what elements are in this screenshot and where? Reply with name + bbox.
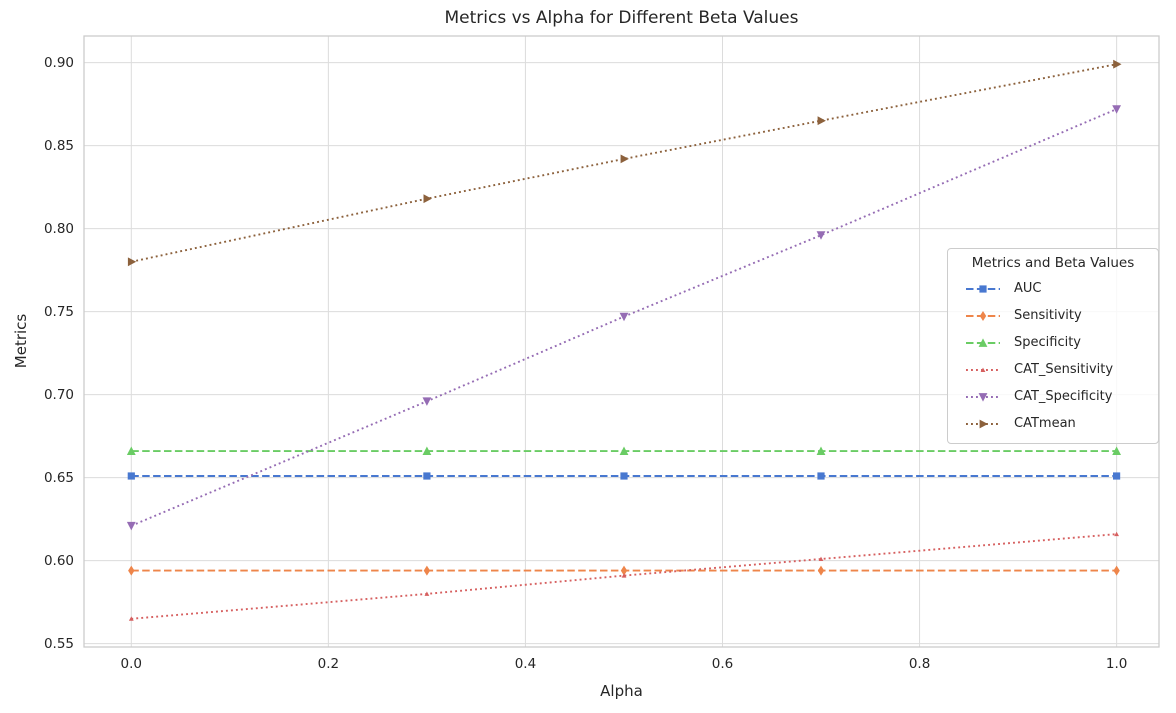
- legend-item-Specificity: Specificity: [948, 329, 1158, 356]
- marker-CATmean: [423, 194, 432, 204]
- plot-border: [83, 35, 1160, 648]
- marker-CAT_Specificity: [1112, 105, 1121, 114]
- y-tick-label: 0.55: [44, 636, 74, 652]
- legend-label: Specificity: [1014, 335, 1081, 350]
- legend-label: AUC: [1014, 281, 1042, 296]
- legend-sample-triangle-up-small-icon: [966, 367, 1000, 372]
- legend-title: Metrics and Beta Values: [971, 255, 1135, 271]
- legend: Metrics and Beta Values AUC Sensitivity Sp…: [947, 248, 1159, 444]
- legend-marker: [979, 419, 988, 428]
- legend-label: CAT_Sensitivity: [1014, 362, 1114, 377]
- marker-Sensitivity: [128, 565, 135, 576]
- marker-CAT_Specificity: [816, 231, 826, 240]
- legend-sample-diamond-icon: [966, 310, 1000, 321]
- legend-marker: [978, 337, 988, 347]
- marker-CATmean: [817, 116, 826, 126]
- legend-marker: [980, 367, 986, 372]
- x-tick-label: 0.4: [515, 656, 536, 672]
- y-tick-label: 0.70: [44, 387, 74, 403]
- marker-Specificity: [619, 446, 629, 455]
- marker-Specificity: [816, 446, 826, 455]
- marker-CAT_Sensitivity: [128, 616, 134, 621]
- marker-CAT_Specificity: [619, 312, 629, 322]
- legend-label: CATmean: [1014, 416, 1076, 431]
- legend-sample-triangle-down-icon: [966, 392, 1000, 402]
- marker-AUC: [127, 472, 135, 480]
- legend-sample-triangle-up-icon: [966, 337, 1000, 347]
- x-tick-label: 0.0: [121, 656, 142, 672]
- marker-Specificity: [126, 446, 136, 455]
- marker-Specificity: [422, 446, 432, 455]
- legend-marker: [978, 392, 988, 402]
- marker-CAT_Specificity: [126, 521, 136, 531]
- marker-AUC: [817, 472, 825, 480]
- y-axis-label: Metrics: [12, 313, 30, 369]
- marker-CATmean: [620, 154, 629, 164]
- legend-sample-square-icon: [966, 284, 1000, 293]
- marker-AUC: [620, 472, 628, 480]
- x-tick-label: 1.0: [1106, 656, 1127, 672]
- marker-CAT_Sensitivity: [1114, 531, 1119, 537]
- chart-title: Metrics vs Alpha for Different Beta Valu…: [444, 8, 799, 28]
- marker-AUC: [423, 472, 431, 480]
- legend-marker: [979, 284, 987, 293]
- series-line-CATmean: [131, 63, 1117, 263]
- legend-marker: [979, 310, 987, 321]
- y-tick-label: 0.85: [44, 138, 74, 154]
- marker-AUC: [1113, 472, 1121, 480]
- y-tick-label: 0.60: [44, 553, 74, 569]
- marker-Specificity: [1112, 446, 1121, 455]
- marker-CAT_Sensitivity: [424, 591, 430, 596]
- legend-label: Sensitivity: [1014, 308, 1082, 323]
- series-line-CAT_Sensitivity: [131, 533, 1117, 620]
- x-tick-label: 0.6: [712, 656, 733, 672]
- marker-Sensitivity: [423, 565, 431, 576]
- legend-sample-triangle-right-icon: [966, 419, 1000, 428]
- legend-item-CAT_Specificity: CAT_Specificity: [948, 383, 1158, 410]
- marker-CAT_Sensitivity: [818, 556, 824, 561]
- marker-CAT_Specificity: [422, 397, 432, 406]
- marker-CATmean: [1113, 59, 1122, 69]
- x-tick-label: 0.2: [318, 656, 339, 672]
- y-tick-label: 0.65: [44, 470, 74, 486]
- marker-CAT_Sensitivity: [621, 573, 627, 578]
- marker-Sensitivity: [1113, 565, 1120, 576]
- legend-item-Sensitivity: Sensitivity: [948, 302, 1158, 329]
- legend-item-CATmean: CATmean: [948, 410, 1158, 437]
- legend-label: CAT_Specificity: [1014, 389, 1113, 404]
- marker-Sensitivity: [817, 565, 825, 576]
- y-tick-label: 0.90: [44, 55, 74, 71]
- x-tick-label: 0.8: [909, 656, 930, 672]
- y-tick-label: 0.80: [44, 221, 74, 237]
- y-tick-label: 0.75: [44, 304, 74, 320]
- marker-Sensitivity: [620, 565, 628, 576]
- marker-CATmean: [127, 257, 137, 267]
- legend-item-CAT_Sensitivity: CAT_Sensitivity: [948, 356, 1158, 383]
- legend-item-AUC: AUC: [948, 275, 1158, 302]
- x-axis-label: Alpha: [600, 682, 643, 700]
